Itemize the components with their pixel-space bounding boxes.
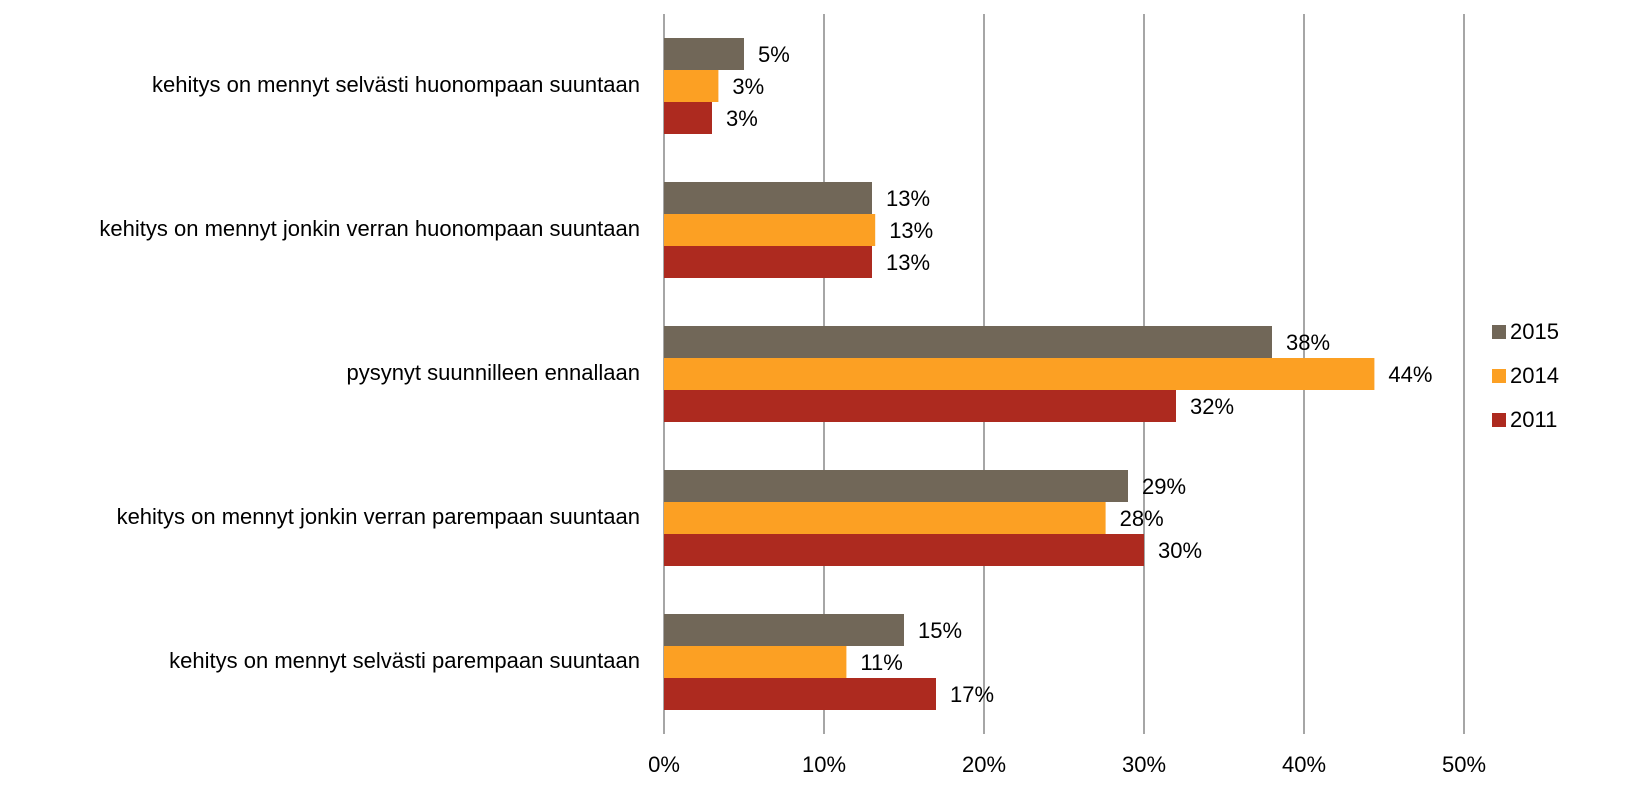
x-tick-label: 10% <box>802 752 846 777</box>
bar <box>664 182 872 214</box>
data-label: 38% <box>1286 330 1330 355</box>
bar <box>664 102 712 134</box>
data-label: 17% <box>950 682 994 707</box>
data-label: 30% <box>1158 538 1202 563</box>
legend-swatch <box>1492 325 1506 339</box>
x-tick-label: 0% <box>648 752 680 777</box>
bar <box>664 534 1144 566</box>
y-tick-label: kehitys on mennyt jonkin verran parempaa… <box>117 504 640 529</box>
y-tick-label: kehitys on mennyt selvästi parempaan suu… <box>169 648 640 673</box>
bar <box>664 390 1176 422</box>
data-label: 13% <box>886 186 930 211</box>
y-tick-label: pysynyt suunnilleen ennallaan <box>346 360 640 385</box>
legend-label: 2011 <box>1510 407 1557 432</box>
bar <box>664 678 936 710</box>
y-tick-label: kehitys on mennyt selvästi huonompaan su… <box>152 72 640 97</box>
legend-label: 2015 <box>1510 319 1559 344</box>
data-label: 3% <box>726 106 758 131</box>
data-label: 13% <box>889 218 933 243</box>
bar <box>664 246 872 278</box>
data-label: 32% <box>1190 394 1234 419</box>
x-tick-label: 20% <box>962 752 1006 777</box>
y-tick-label: kehitys on mennyt jonkin verran huonompa… <box>99 216 640 241</box>
bar <box>664 70 719 102</box>
bar <box>664 614 904 646</box>
data-label: 5% <box>758 42 790 67</box>
bar <box>664 358 1375 390</box>
bar <box>664 38 744 70</box>
bar <box>664 326 1272 358</box>
data-label: 15% <box>918 618 962 643</box>
bar <box>664 470 1128 502</box>
data-label: 13% <box>886 250 930 275</box>
data-label: 28% <box>1120 506 1164 531</box>
data-label: 44% <box>1388 362 1432 387</box>
x-tick-label: 40% <box>1282 752 1326 777</box>
bar <box>664 502 1106 534</box>
data-label: 11% <box>860 650 902 675</box>
legend-swatch <box>1492 369 1506 383</box>
legend-label: 2014 <box>1510 363 1559 388</box>
x-tick-label: 30% <box>1122 752 1166 777</box>
data-label: 29% <box>1142 474 1186 499</box>
data-label: 3% <box>732 74 764 99</box>
x-tick-label: 50% <box>1442 752 1486 777</box>
bar <box>664 214 876 246</box>
bar <box>664 646 847 678</box>
legend-swatch <box>1492 413 1506 427</box>
